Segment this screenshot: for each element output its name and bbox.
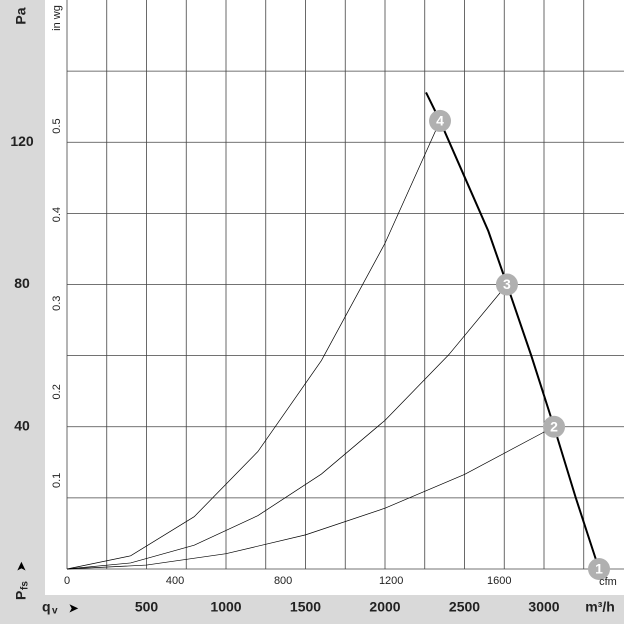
y-symbol-sub: fs [20,581,31,590]
x2-unit: cfm [599,576,617,588]
y2-tick-label: 0.2 [51,384,63,399]
y-tick-label: 120 [10,133,34,149]
y2-unit: in wg [51,5,63,31]
point-label: 1 [595,561,603,577]
x-tick-label: 2500 [449,599,480,615]
x-symbol-sub: v [52,606,58,617]
arrow: ➤ [13,561,28,572]
x2-tick-label: 1600 [487,575,511,587]
point-label: 3 [503,276,511,292]
y-unit: Pa [13,7,29,24]
y2-tick-label: 0.4 [51,207,63,222]
y2-tick-label: 0.1 [51,473,63,488]
curve [66,284,508,570]
y-symbol: P [13,591,29,600]
x-tick-label: 2000 [369,599,400,615]
operating-point [429,109,452,132]
x-tick-label: 1500 [290,599,321,615]
point-label: 4 [436,113,444,129]
curve [66,120,441,570]
y-tick-label: 40 [14,417,30,433]
x-tick-label: 500 [135,599,159,615]
x-symbol: q [42,599,51,615]
x2-tick-label: 400 [166,575,184,587]
x-unit: m³/h [585,599,615,615]
x2-tick-label: 0 [64,575,70,587]
x-tick-label: 3000 [528,599,559,615]
x2-tick-label: 1200 [379,575,403,587]
y-tick-label: 80 [14,275,30,291]
y2-tick-label: 0.3 [51,296,63,311]
operating-point [543,415,566,438]
left-strip [0,0,45,624]
bottom-strip [0,595,624,624]
operating-point [495,273,518,296]
x-tick-label: 1000 [210,599,241,615]
point-label: 2 [550,418,558,434]
arrow: ➤ [68,600,79,615]
x2-tick-label: 800 [274,575,292,587]
curve [66,426,555,570]
operating-point [588,558,611,580]
y2-tick-label: 0.5 [51,118,63,133]
